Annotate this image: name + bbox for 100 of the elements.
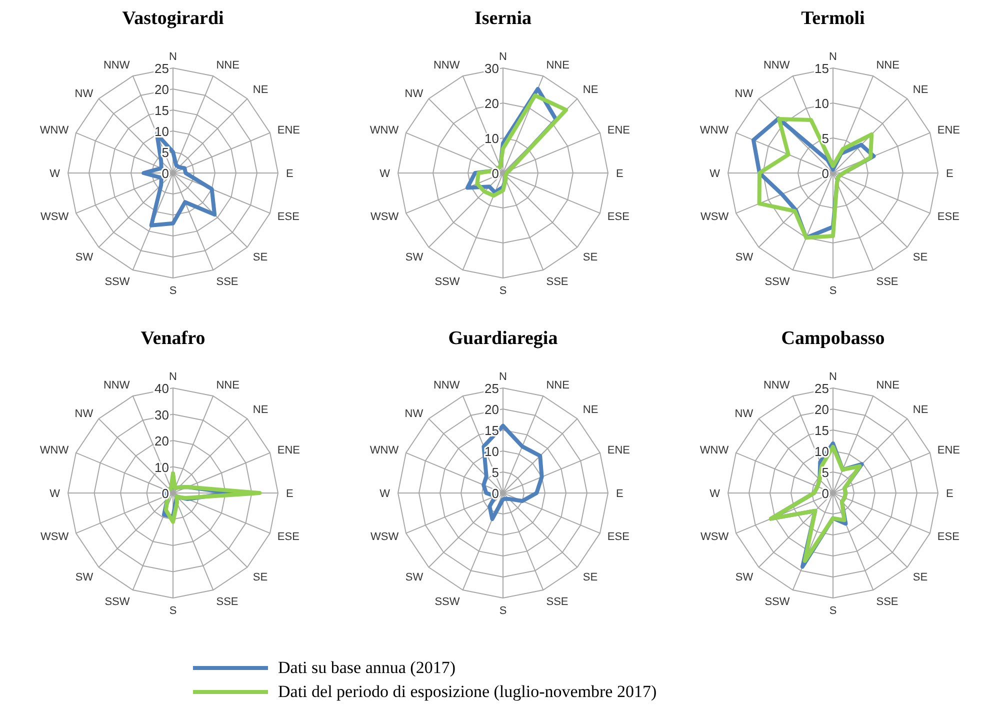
- y-tick-label: 15: [154, 103, 169, 118]
- y-tick-label: 20: [814, 402, 829, 417]
- spoke-label: SSW: [104, 276, 130, 288]
- y-tick-label: 15: [814, 61, 829, 76]
- y-tick-label: 0: [822, 166, 829, 181]
- spoke-label: WNW: [40, 444, 70, 457]
- spoke-label: S: [829, 284, 837, 297]
- spoke-label: SSW: [764, 276, 790, 288]
- spoke-label: NE: [912, 84, 928, 96]
- spoke-label: SW: [735, 572, 754, 584]
- y-tick-label: 30: [154, 407, 169, 422]
- spoke-label: SE: [912, 572, 928, 584]
- spoke-label: NNW: [763, 60, 790, 72]
- spoke-label: NNW: [433, 60, 460, 72]
- spoke-label: SW: [75, 252, 94, 264]
- spoke-label: SSE: [876, 276, 898, 288]
- spoke-label: NW: [734, 88, 754, 100]
- spoke-label: SE: [912, 252, 928, 264]
- spoke-label: WNW: [700, 444, 730, 457]
- y-tick-label: 10: [154, 124, 169, 139]
- y-tick-label: 20: [484, 96, 499, 111]
- spoke-label: SW: [75, 572, 94, 584]
- spoke-label: ESE: [277, 211, 300, 224]
- spoke-label: S: [499, 284, 507, 297]
- y-tick-label: 0: [492, 486, 499, 501]
- spoke-label: ESE: [937, 531, 960, 544]
- y-tick-label: 10: [814, 96, 829, 111]
- spoke-label: S: [169, 284, 177, 297]
- spoke-label: ENE: [607, 444, 630, 457]
- spoke-label: NW: [734, 408, 754, 420]
- spoke-label: WSW: [40, 211, 70, 224]
- spoke-label: E: [946, 488, 954, 500]
- spoke-label: WSW: [370, 211, 400, 224]
- spoke-label: E: [616, 168, 624, 180]
- spoke-label: NW: [404, 408, 424, 420]
- y-tick-label: 10: [484, 131, 499, 146]
- spoke-label: W: [380, 168, 391, 180]
- spoke-label: NE: [912, 404, 928, 416]
- spoke-label: ESE: [607, 211, 630, 224]
- spoke-label: SW: [735, 252, 754, 264]
- spoke-label: SE: [582, 252, 598, 264]
- y-tick-label: 0: [162, 486, 169, 501]
- spoke-label: NW: [74, 88, 94, 100]
- spoke-label: NNE: [216, 380, 240, 392]
- y-tick-label: 5: [492, 465, 499, 480]
- chart-title: Isernia: [474, 8, 532, 30]
- spoke-label: NNW: [103, 60, 130, 72]
- spoke-label: ENE: [277, 124, 300, 137]
- spoke-label: SE: [252, 252, 268, 264]
- spoke-label: NNE: [546, 380, 570, 392]
- chart-title: Guardiaregia: [447, 328, 559, 350]
- spoke-label: NNW: [103, 380, 130, 392]
- spoke-label: NE: [252, 404, 268, 416]
- spoke-label: NW: [404, 88, 424, 100]
- y-tick-label: 5: [822, 131, 829, 146]
- spoke-label: SSE: [546, 596, 568, 608]
- spoke-label: ESE: [937, 211, 960, 224]
- spoke-label: E: [616, 488, 624, 500]
- spoke-label: WNW: [40, 124, 70, 137]
- spoke-label: SSE: [216, 276, 238, 288]
- spoke-label: WSW: [370, 531, 400, 544]
- y-tick-label: 25: [154, 61, 169, 76]
- spoke-label: N: [169, 371, 178, 383]
- spoke-label: SSE: [546, 276, 568, 288]
- spoke-label: WSW: [40, 531, 70, 544]
- chart-title: Venafro: [140, 328, 206, 350]
- spoke-label: W: [380, 488, 391, 500]
- spoke-label: SE: [252, 572, 268, 584]
- spoke-label: NNE: [546, 60, 570, 72]
- spoke-label: NE: [582, 404, 598, 416]
- spoke-label: ENE: [607, 124, 630, 137]
- y-tick-label: 15: [814, 423, 829, 438]
- spoke-label: ENE: [937, 124, 960, 137]
- spoke-label: E: [286, 488, 294, 500]
- y-tick-label: 40: [154, 381, 169, 396]
- y-tick-label: 0: [822, 486, 829, 501]
- spoke-label: E: [286, 168, 294, 180]
- spoke-label: W: [710, 168, 721, 180]
- spoke-label: NW: [74, 408, 94, 420]
- y-tick-label: 30: [484, 61, 499, 76]
- spoke-label: N: [829, 371, 838, 383]
- y-tick-label: 20: [154, 82, 169, 97]
- spoke-label: SSE: [876, 596, 898, 608]
- y-tick-label: 20: [484, 402, 499, 417]
- spoke-label: ESE: [607, 531, 630, 544]
- spoke-label: ENE: [277, 444, 300, 457]
- spoke-label: ESE: [277, 531, 300, 544]
- spoke-label: S: [499, 604, 507, 617]
- spoke-label: S: [169, 604, 177, 617]
- spoke-label: SW: [405, 252, 424, 264]
- spoke-label: N: [499, 371, 508, 383]
- y-tick-label: 10: [154, 460, 169, 475]
- spoke-label: N: [829, 51, 838, 63]
- spoke-label: WSW: [700, 531, 730, 544]
- y-tick-label: 5: [162, 145, 169, 160]
- spoke-label: NE: [252, 84, 268, 96]
- y-tick-label: 25: [814, 381, 829, 396]
- spoke-label: E: [946, 168, 954, 180]
- legend-label: Dati su base annua (2017): [278, 658, 456, 678]
- y-tick-label: 0: [162, 166, 169, 181]
